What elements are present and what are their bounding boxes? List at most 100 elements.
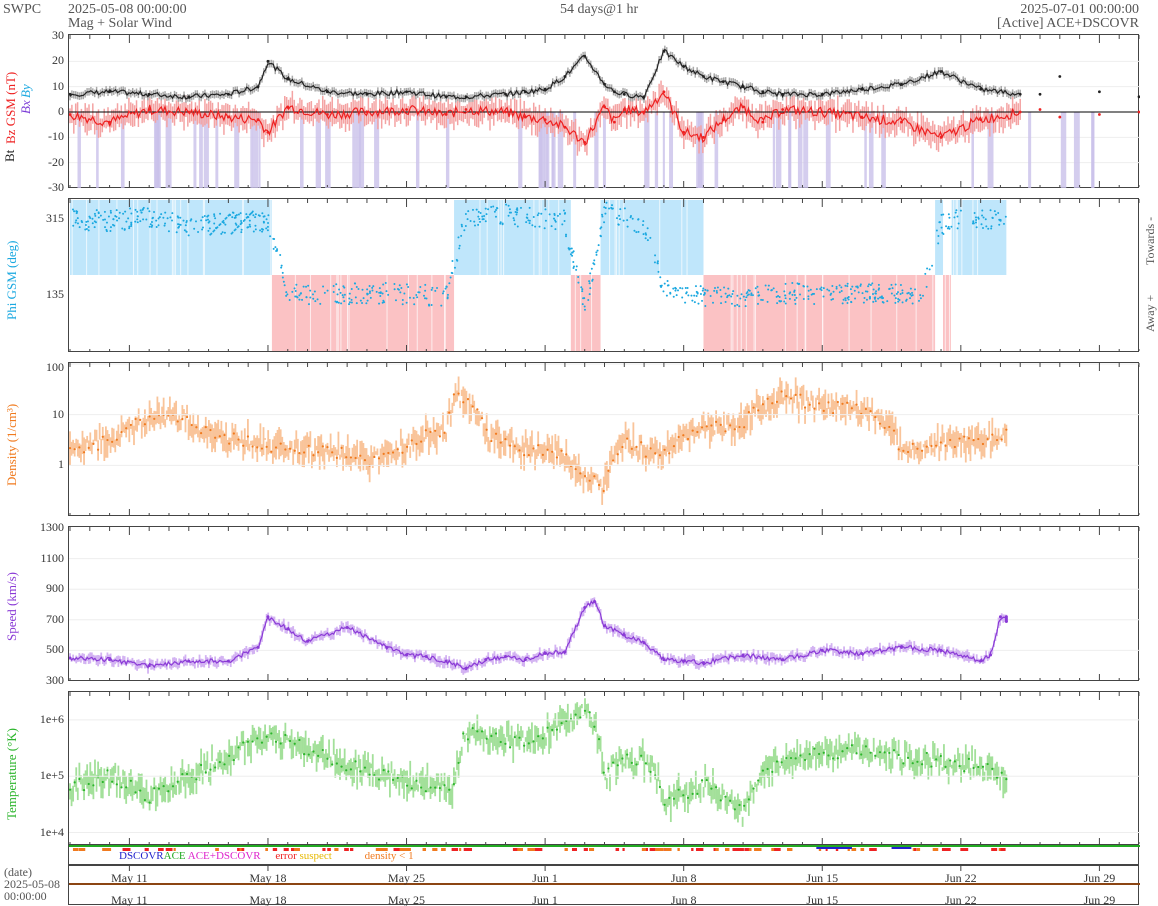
phi-point — [485, 208, 487, 210]
data-point — [120, 786, 122, 788]
phi-point — [702, 290, 704, 292]
data-point — [663, 804, 665, 806]
data-point — [893, 430, 895, 432]
speed-point — [445, 660, 448, 663]
data-point — [575, 713, 577, 715]
phi-point — [910, 295, 912, 297]
phi-point — [349, 293, 351, 295]
phi-point — [495, 216, 497, 218]
phi-point — [327, 290, 329, 292]
phi-point — [372, 285, 374, 287]
phi-point — [731, 293, 733, 295]
phi-point — [758, 294, 760, 296]
phi-point — [151, 217, 153, 219]
phi-point — [360, 300, 362, 302]
bz-point — [702, 136, 705, 139]
data-point — [359, 770, 361, 772]
phi-point — [571, 255, 573, 257]
phi-point — [125, 221, 127, 223]
data-point — [991, 434, 993, 436]
data-point — [912, 762, 914, 764]
phi-point — [564, 212, 566, 214]
phi-point — [895, 284, 897, 286]
phi-point — [900, 293, 902, 295]
phi-point — [334, 301, 336, 303]
data-point — [457, 762, 459, 764]
phi-point — [169, 216, 171, 218]
phi-point — [525, 221, 527, 223]
phi-point — [554, 228, 556, 230]
phi-point — [677, 289, 679, 291]
data-point — [996, 439, 998, 441]
phi-point — [382, 284, 384, 286]
phi-point — [298, 294, 300, 296]
data-point — [790, 757, 792, 759]
phi-point — [983, 216, 985, 218]
phi-point — [978, 218, 980, 220]
phi-point — [681, 297, 683, 299]
phi-point — [844, 297, 846, 299]
phi-point — [416, 296, 418, 298]
phi-point — [868, 283, 870, 285]
phi-point — [286, 293, 288, 295]
phi-point — [937, 235, 939, 237]
phi-point — [894, 302, 896, 304]
phi-point — [791, 294, 793, 296]
phi-point — [540, 213, 542, 215]
data-point — [106, 769, 108, 771]
phi-point — [854, 290, 856, 292]
phi-point — [513, 217, 515, 219]
phi-point — [982, 227, 984, 229]
phi-point — [975, 221, 977, 223]
phi-point — [424, 284, 426, 286]
data-point — [326, 758, 328, 760]
data-point — [874, 755, 876, 757]
phi-point — [106, 222, 108, 224]
phi-point — [465, 213, 467, 215]
phi-point — [246, 226, 248, 228]
phi-point — [307, 285, 309, 287]
phi-point — [840, 286, 842, 288]
data-point — [266, 736, 268, 738]
data-point — [827, 401, 829, 403]
phi-point — [369, 285, 371, 287]
phi-point — [941, 232, 943, 234]
phi-point — [720, 302, 722, 304]
phi-point — [395, 299, 397, 301]
bz-point — [465, 108, 468, 111]
phi-point — [289, 299, 291, 301]
data-point — [841, 750, 843, 752]
phi-point — [399, 284, 401, 286]
phi-point — [448, 282, 450, 284]
data-point — [219, 435, 221, 437]
data-point — [383, 453, 385, 455]
phi-point — [284, 284, 286, 286]
product-title: Mag + Solar Wind — [68, 16, 172, 31]
phi-point — [269, 235, 271, 237]
phi-point — [394, 288, 396, 290]
data-point — [724, 430, 726, 432]
phi-point — [739, 298, 741, 300]
phi-point — [973, 222, 975, 224]
bz-point — [286, 106, 289, 109]
phi-point — [91, 218, 93, 220]
phi-point — [238, 214, 240, 216]
data-point — [495, 433, 497, 435]
phi-point — [895, 297, 897, 299]
phi-point — [354, 282, 356, 284]
bx-by-shade — [663, 112, 665, 188]
phi-point — [349, 301, 351, 303]
bx-by-shade — [355, 112, 361, 188]
phi-point — [526, 213, 528, 215]
data-point — [289, 448, 291, 450]
phi-point — [222, 220, 224, 222]
phi-point — [526, 216, 528, 218]
phi-point — [820, 286, 822, 288]
phi-point — [168, 230, 170, 232]
phi-point — [399, 291, 401, 293]
speed-point — [524, 658, 527, 661]
phi-point — [685, 287, 687, 289]
data-point — [902, 762, 904, 764]
phi-point — [407, 286, 409, 288]
phi-point — [581, 290, 583, 292]
